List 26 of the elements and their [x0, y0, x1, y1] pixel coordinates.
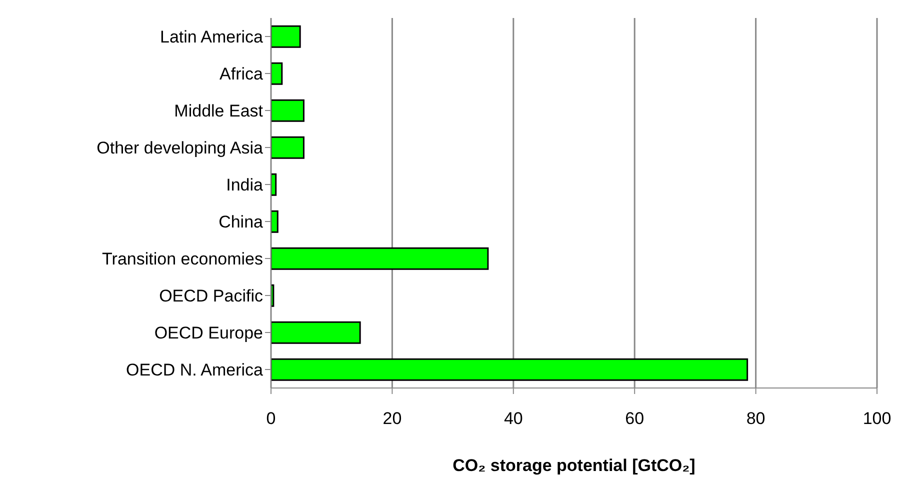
bar — [271, 247, 489, 270]
y-tick-label: China — [218, 212, 264, 232]
bar — [271, 210, 278, 233]
x-tick-label: 40 — [504, 409, 523, 428]
x-tick-label: 80 — [746, 409, 766, 428]
y-tick-label: Other developing Asia — [96, 138, 264, 158]
y-tick-label: Transition economies — [102, 250, 263, 269]
y-tick-label: OECD Europe — [154, 324, 263, 343]
bar — [271, 62, 283, 85]
bar — [271, 358, 748, 381]
x-tick-label: 100 — [862, 409, 892, 428]
y-tick-label: OECD Pacific — [159, 286, 264, 306]
bar — [271, 321, 361, 344]
bar — [271, 136, 304, 159]
x-axis-title: CO₂ storage potential [GtCO₂] — [452, 456, 696, 476]
y-tick-label: OECD N. America — [126, 360, 264, 380]
y-tick-label: Middle East — [174, 102, 264, 121]
x-tick-label: 60 — [625, 409, 644, 428]
x-tick-label: 20 — [382, 409, 402, 428]
y-tick-label: Africa — [220, 64, 264, 84]
y-tick-label: Latin America — [160, 28, 264, 47]
y-tick-label: India — [226, 176, 264, 195]
bar — [271, 99, 304, 122]
bar — [271, 25, 301, 48]
bar — [271, 173, 277, 196]
x-tick-label: 0 — [266, 409, 276, 428]
